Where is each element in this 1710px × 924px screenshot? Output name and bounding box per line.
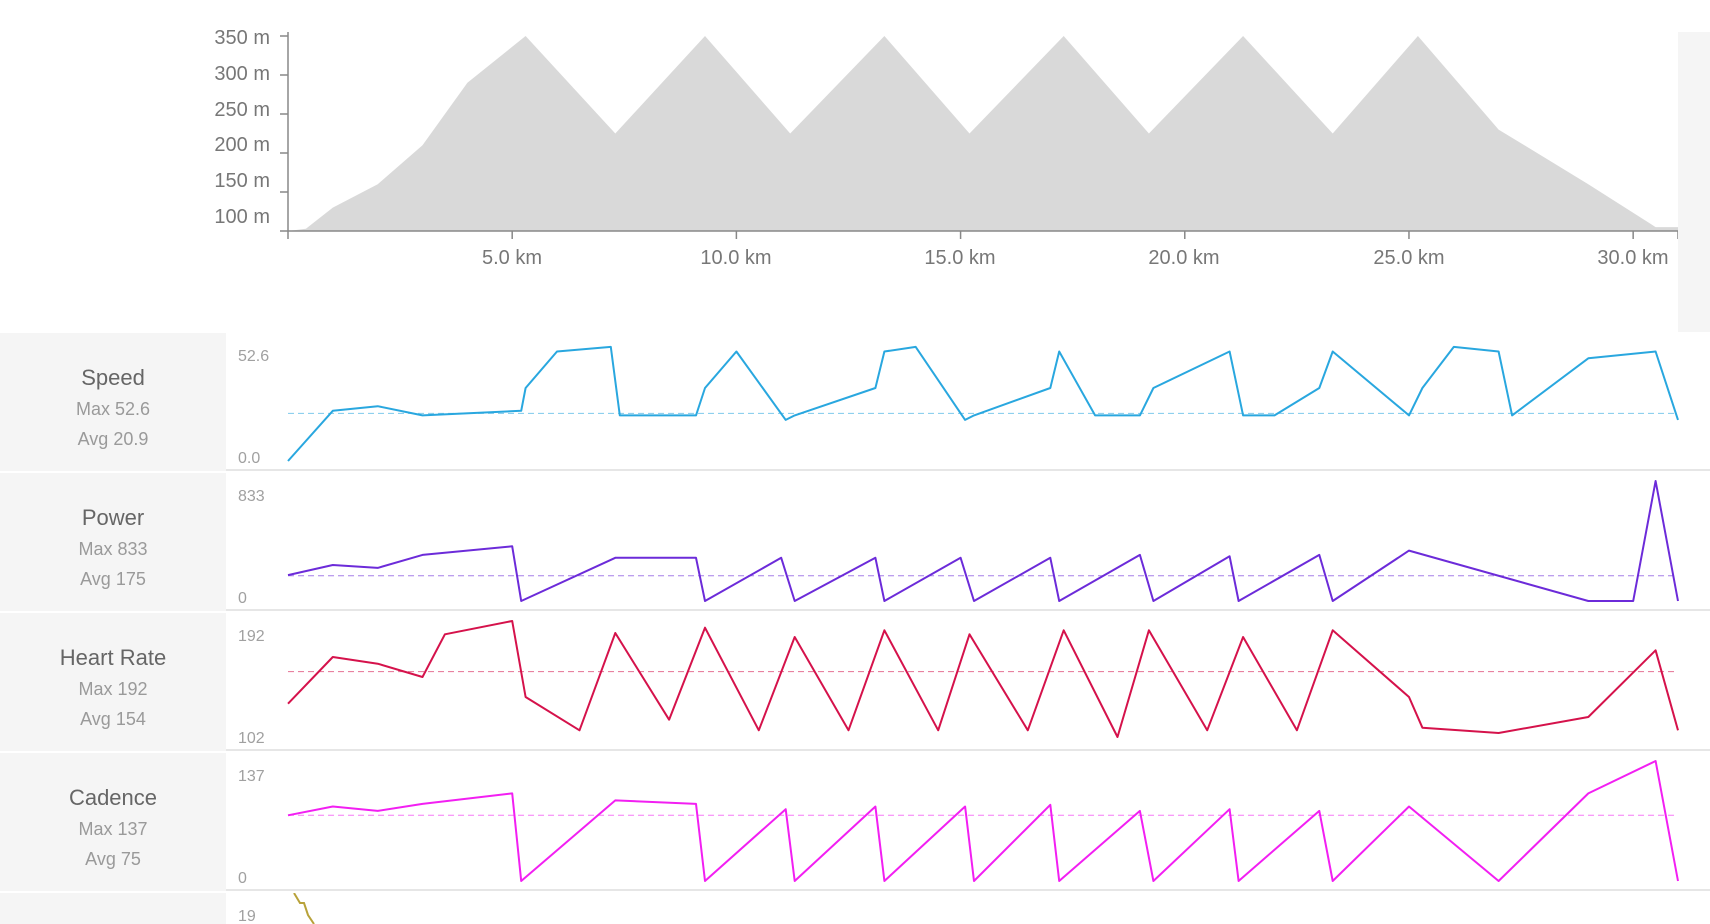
elevation-x-ticks: 5.0 km 10.0 km 15.0 km 20.0 km 25.0 km 3… xyxy=(482,247,1669,269)
metric-row-cadence: Cadence Max 137 Avg 75 137 0 xyxy=(0,753,1710,891)
metric-name: Speed xyxy=(81,365,145,390)
partial-y-top-label: 19 xyxy=(238,908,256,924)
metric-name: Power xyxy=(81,505,145,530)
speed-chart-background xyxy=(226,333,1710,471)
cadence-chart-background xyxy=(226,753,1710,891)
y-bottom-label: 0 xyxy=(238,590,247,607)
metric-row-power: Power Max 833 Avg 175 833 0 xyxy=(0,473,1710,611)
metric-name: Cadence xyxy=(68,785,158,810)
metric-max: Max 137 xyxy=(78,819,148,839)
metric-row-heart-rate: Heart Rate Max 192 Avg 154 192 102 xyxy=(0,613,1710,751)
elevation-y-tick: 300 m xyxy=(214,63,270,85)
power-chart: 833 0 xyxy=(226,473,1710,611)
metric-max: Max 192 xyxy=(78,679,148,699)
metric-label-panel xyxy=(0,893,226,924)
metric-max: Max 833 xyxy=(78,539,148,559)
elevation-y-tick: 100 m xyxy=(214,206,270,228)
metric-label-panel: Power Max 833 Avg 175 xyxy=(0,473,226,611)
metric-row-partial: 19 xyxy=(0,893,1710,924)
y-top-label: 52.6 xyxy=(238,348,269,365)
cadence-chart: 137 0 xyxy=(226,753,1710,891)
y-top-label: 137 xyxy=(238,768,265,785)
y-bottom-label: 102 xyxy=(238,730,265,747)
metric-label-panel: Cadence Max 137 Avg 75 xyxy=(0,753,226,891)
series-line xyxy=(287,620,1679,738)
metric-avg: Avg 20.9 xyxy=(77,429,149,449)
elevation-x-tick: 20.0 km xyxy=(1148,247,1219,269)
elevation-x-tick: 30.0 km xyxy=(1597,247,1668,269)
elevation-x-tick: 15.0 km xyxy=(924,247,995,269)
metric-max: Max 52.6 xyxy=(75,399,151,419)
power-chart-background xyxy=(226,473,1710,611)
metric-avg: Avg 75 xyxy=(85,849,141,869)
elevation-chart: 350 m 300 m 250 m 200 m 150 m 100 m 5.0 … xyxy=(214,27,1679,269)
y-top-label: 833 xyxy=(238,488,265,505)
y-top-label: 192 xyxy=(238,628,265,645)
elevation-y-tick: 250 m xyxy=(214,99,270,121)
partial-chart: 19 xyxy=(238,893,315,924)
series-line xyxy=(287,345,1679,462)
elevation-x-tick: 5.0 km xyxy=(482,247,542,269)
metric-avg: Avg 175 xyxy=(80,569,146,589)
elevation-y-ticks: 350 m 300 m 250 m 200 m 150 m 100 m xyxy=(214,27,270,228)
series-line xyxy=(287,760,1679,882)
elevation-x-tick: 10.0 km xyxy=(700,247,771,269)
y-bottom-label: 0 xyxy=(238,870,247,887)
elevation-y-tick: 200 m xyxy=(214,134,270,156)
elevation-y-tick: 350 m xyxy=(214,27,270,49)
metric-label-panel: Speed Max 52.6 Avg 20.9 xyxy=(0,333,226,471)
elevation-y-tick: 150 m xyxy=(214,170,270,192)
right-scroll-strip xyxy=(1678,32,1710,332)
elevation-area xyxy=(288,36,1678,231)
series-line xyxy=(287,480,1679,602)
elevation-x-tick: 25.0 km xyxy=(1373,247,1444,269)
partial-series-line xyxy=(293,893,315,924)
heart-rate-chart: 192 102 xyxy=(226,613,1710,751)
speed-chart: 52.6 0.0 xyxy=(226,333,1710,471)
metric-avg: Avg 154 xyxy=(80,709,146,729)
metric-label-panel: Heart Rate Max 192 Avg 154 xyxy=(0,613,226,751)
metric-name: Heart Rate xyxy=(59,645,167,670)
metric-row-speed: Speed Max 52.6 Avg 20.9 52.6 0.0 xyxy=(0,333,1710,471)
y-bottom-label: 0.0 xyxy=(238,450,260,467)
